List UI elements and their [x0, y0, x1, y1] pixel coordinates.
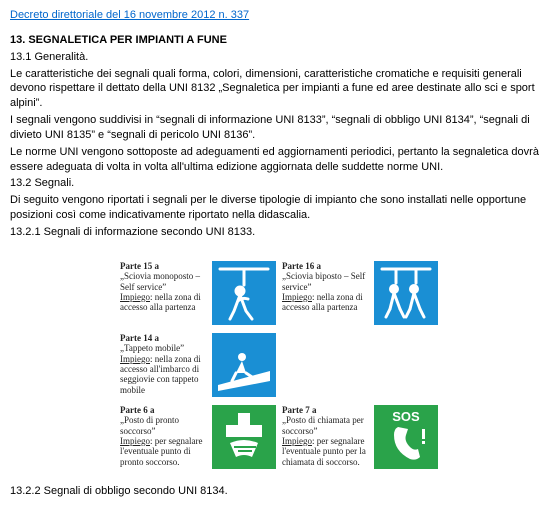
- section-13-2-2: 13.2.2 Segnali di obbligo secondo UNI 81…: [10, 484, 548, 499]
- paragraph-3: Le norme UNI vengono sottoposte ad adegu…: [10, 145, 548, 175]
- sign-caption: Parte 7 a „Posto di chiamata per soccors…: [281, 404, 369, 470]
- sign-image: [211, 332, 277, 398]
- sign-desc: „Tappeto mobile”: [120, 343, 184, 353]
- sciovia-biposto-icon: [374, 261, 438, 325]
- sign-image: [211, 404, 277, 470]
- parte-label: Parte 6 a: [120, 405, 154, 415]
- impiego-label: Impiego: [120, 292, 150, 302]
- segnali-label: 13.2 Segnali.: [10, 176, 548, 191]
- signage-table: Parte 15 a „Sciovia monoposto – Self ser…: [115, 254, 443, 476]
- sign-desc: „Posto di chiamata per soccorso”: [282, 415, 364, 435]
- sign-caption: Parte 16 a „Sciovia biposto – Self servi…: [281, 260, 369, 326]
- sign-desc: „Posto di pronto soccorso”: [120, 415, 179, 435]
- sign-caption: Parte 6 a „Posto di pronto soccorso” Imp…: [119, 404, 207, 470]
- sciovia-monoposto-icon: [212, 261, 276, 325]
- sign-image: [211, 260, 277, 326]
- sign-image: [373, 260, 439, 326]
- paragraph-4: Di seguito vengono riportati i segnali p…: [10, 193, 548, 223]
- tappeto-mobile-icon: [212, 333, 276, 397]
- sos-text: SOS: [392, 409, 420, 424]
- parte-label: Parte 7 a: [282, 405, 316, 415]
- chiamata-soccorso-icon: SOS: [374, 405, 438, 469]
- parte-label: Parte 15 a: [120, 261, 159, 271]
- sign-caption: Parte 15 a „Sciovia monoposto – Self ser…: [119, 260, 207, 326]
- parte-label: Parte 16 a: [282, 261, 321, 271]
- sign-caption: Parte 14 a „Tappeto mobile” Impiego: nel…: [119, 332, 207, 398]
- sign-image: SOS: [373, 404, 439, 470]
- paragraph-1: Le caratteristiche dei segnali quali for…: [10, 67, 548, 112]
- impiego-label: Impiego: [120, 436, 150, 446]
- sign-desc: „Sciovia biposto – Self service”: [282, 271, 365, 291]
- pronto-soccorso-icon: [212, 405, 276, 469]
- impiego-label: Impiego: [120, 354, 150, 364]
- section-13-2-1: 13.2.1 Segnali di informazione secondo U…: [10, 225, 548, 240]
- decree-link[interactable]: Decreto direttoriale del 16 novembre 201…: [10, 9, 249, 21]
- section-title: 13. SEGNALETICA PER IMPIANTI A FUNE: [10, 33, 548, 48]
- impiego-label: Impiego: [282, 292, 312, 302]
- generalita-label: 13.1 Generalità.: [10, 50, 548, 65]
- impiego-label: Impiego: [282, 436, 312, 446]
- sign-desc: „Sciovia monoposto – Self service”: [120, 271, 200, 291]
- paragraph-2: I segnali vengono suddivisi in “segnali …: [10, 113, 548, 143]
- parte-label: Parte 14 a: [120, 333, 159, 343]
